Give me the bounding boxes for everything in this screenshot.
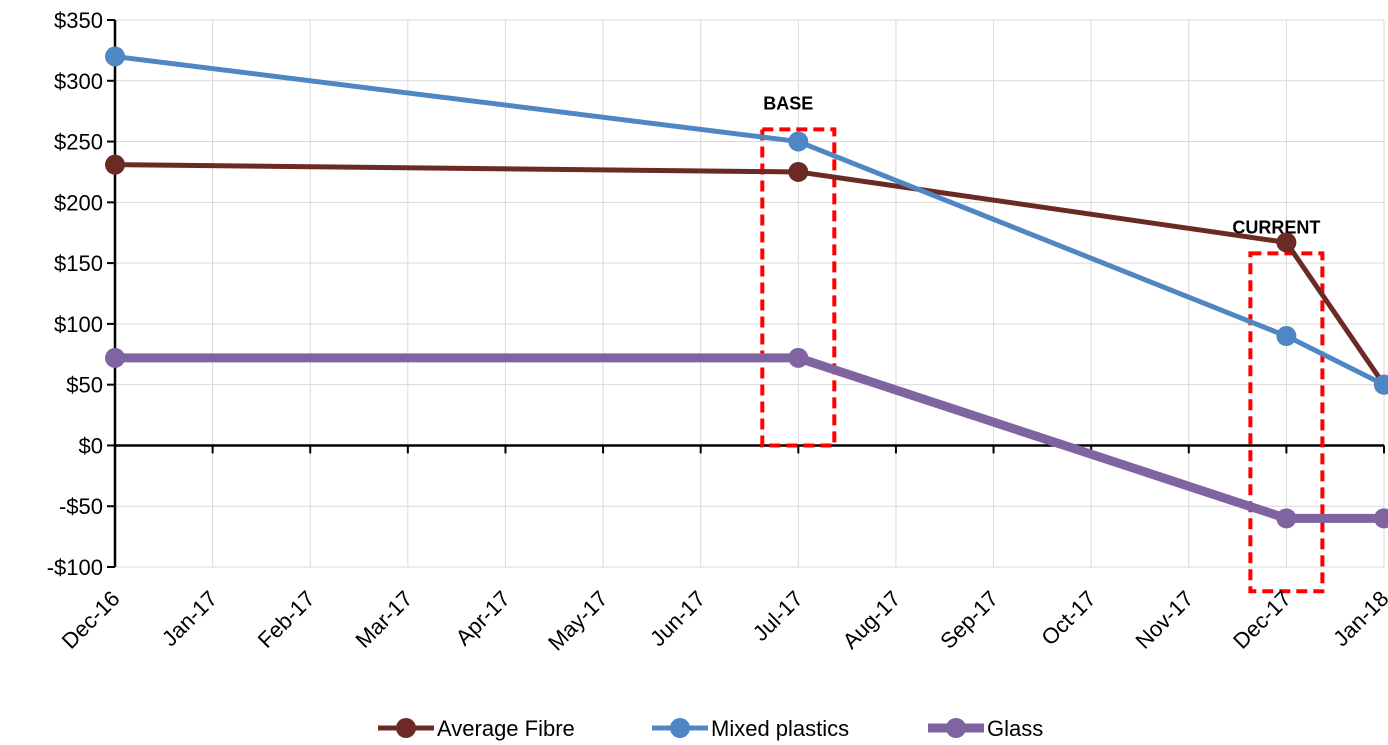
legend-label: Average Fibre xyxy=(437,716,575,741)
gridlines xyxy=(115,19,1385,568)
series-point xyxy=(788,131,809,152)
y-tick-label: $250 xyxy=(54,130,103,155)
y-tick-label: $300 xyxy=(54,69,103,94)
series-line xyxy=(112,53,1387,388)
y-tick-label: $50 xyxy=(66,373,103,398)
x-tick-label: Jul-17 xyxy=(748,586,808,646)
legend-swatch-marker xyxy=(396,718,416,738)
annotation-label: BASE xyxy=(763,93,813,113)
y-tick-labels: $350 $300 $250 $200 $150 $100 $50 $0 -$50 -$100 xyxy=(47,8,103,580)
series-point xyxy=(1374,508,1388,529)
x-tick-label: Mar-17 xyxy=(350,586,417,653)
x-tick-label: Feb-17 xyxy=(253,586,320,653)
legend-label: Glass xyxy=(987,716,1043,741)
annotation-box xyxy=(1248,251,1325,594)
x-tick-label: Jan-17 xyxy=(157,586,222,651)
x-tick-label: Nov-17 xyxy=(1130,586,1198,654)
series-point xyxy=(1374,374,1388,395)
y-tick-label: $0 xyxy=(79,433,103,458)
series-line xyxy=(112,162,1387,388)
series-point xyxy=(105,154,125,175)
x-tick-label: Dec-16 xyxy=(57,586,125,654)
series-point xyxy=(788,347,809,368)
x-tick-label: Apr-17 xyxy=(451,586,515,650)
series-point xyxy=(105,46,125,67)
annotations: BASE CURRENT xyxy=(760,93,1325,594)
series-lines xyxy=(105,46,1388,529)
y-tick-label: -$50 xyxy=(59,494,103,519)
y-tick-label: $150 xyxy=(54,251,103,276)
x-tick-label: Jun-17 xyxy=(645,586,710,651)
series-point xyxy=(788,161,809,182)
series-point xyxy=(1276,232,1297,253)
legend-label: Mixed plastics xyxy=(711,716,849,741)
x-tick-label: Sep-17 xyxy=(935,586,1003,654)
y-tick-label: $200 xyxy=(54,190,103,215)
x-tick-label: Jan-18 xyxy=(1328,586,1388,651)
x-tick-label: Dec-17 xyxy=(1228,586,1296,654)
series-line xyxy=(110,353,1388,523)
series-point xyxy=(1276,326,1297,347)
annotation-box xyxy=(760,127,837,448)
legend: Average Fibre Mixed plastics Glass xyxy=(378,716,1043,741)
series-point xyxy=(1276,508,1297,529)
y-tick-label: $100 xyxy=(54,312,103,337)
annotation-label: CURRENT xyxy=(1232,217,1320,237)
x-tick-label: Aug-17 xyxy=(838,586,906,654)
x-tick-label: Oct-17 xyxy=(1036,586,1100,650)
y-tick-label: -$100 xyxy=(47,555,103,580)
x-tick-label: May-17 xyxy=(543,586,613,656)
x-tick-labels: Dec-16 Jan-17 Feb-17 Mar-17 Apr-17 May-17 Jun-… xyxy=(57,586,1388,656)
y-tick-label: $350 xyxy=(54,8,103,33)
series-point xyxy=(105,347,125,368)
legend-swatch-marker xyxy=(670,718,690,738)
legend-swatch-marker xyxy=(946,718,966,738)
